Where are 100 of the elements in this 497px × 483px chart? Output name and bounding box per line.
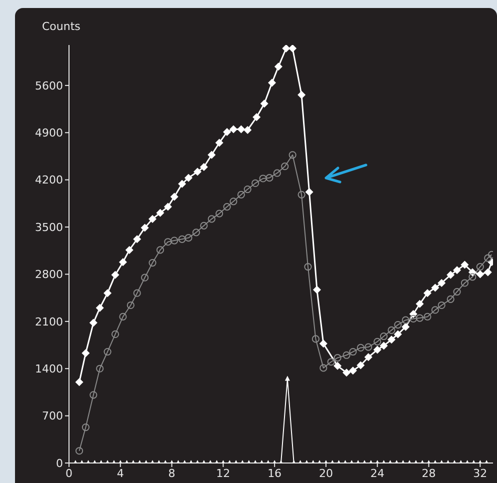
point (89, 318, 98, 327)
point (82, 423, 90, 432)
point (156, 208, 164, 217)
point (111, 270, 120, 279)
point (476, 270, 484, 278)
point (164, 238, 172, 246)
point (90, 391, 98, 399)
point (230, 198, 238, 206)
point (126, 301, 134, 310)
point (156, 246, 164, 254)
point (223, 128, 232, 136)
point (356, 361, 365, 370)
point (259, 174, 267, 182)
point (305, 188, 314, 196)
point (468, 273, 476, 281)
point (410, 314, 418, 323)
point (387, 336, 396, 344)
point (216, 210, 224, 218)
y-tick-label: 700 (42, 410, 63, 423)
point (125, 246, 134, 254)
point (118, 258, 127, 266)
point (268, 78, 276, 87)
point (394, 330, 402, 338)
point (298, 190, 306, 198)
y-tick-label: 1400 (35, 362, 63, 376)
y-tick-label: 4900 (35, 126, 63, 140)
point (349, 348, 357, 356)
point (380, 332, 388, 340)
point (282, 45, 290, 52)
point (148, 214, 157, 223)
point (184, 234, 192, 242)
point (119, 312, 127, 320)
point (141, 274, 149, 282)
point (237, 125, 246, 134)
point (460, 279, 469, 287)
point (431, 306, 439, 314)
x-tick-label: 12 (216, 466, 230, 480)
point (215, 138, 224, 147)
point (133, 235, 142, 244)
point (252, 179, 260, 188)
point (260, 100, 268, 108)
point (402, 322, 410, 331)
point (373, 346, 382, 354)
point (178, 235, 186, 243)
point (304, 263, 312, 271)
point (200, 163, 208, 172)
point (348, 366, 357, 375)
point (148, 258, 156, 267)
point (431, 284, 440, 292)
x-tick-label: 24 (370, 466, 384, 480)
point (320, 364, 328, 372)
y-tick-label: 2100 (35, 315, 63, 328)
point (416, 300, 424, 308)
point (96, 364, 104, 372)
point (327, 358, 335, 366)
point (111, 330, 120, 338)
point (423, 289, 432, 298)
point (170, 236, 178, 244)
x-tick-label: 0 (66, 466, 72, 480)
point (424, 312, 432, 320)
point (133, 289, 141, 297)
point (438, 278, 446, 287)
point (75, 378, 84, 386)
point (193, 168, 202, 176)
point (394, 320, 402, 329)
point (460, 260, 469, 269)
y-tick-label: 5600 (35, 79, 63, 92)
point (184, 174, 192, 182)
point (192, 228, 200, 236)
point (364, 343, 372, 351)
point (208, 215, 216, 223)
point (453, 266, 462, 274)
point (237, 190, 245, 198)
point (364, 353, 372, 362)
point (298, 90, 306, 99)
x-tick-label: 8 (168, 466, 176, 480)
point (164, 202, 172, 211)
point (312, 286, 321, 294)
point (334, 354, 342, 362)
point (356, 344, 364, 352)
point (82, 349, 90, 358)
point (229, 125, 238, 134)
point (104, 289, 112, 298)
y-tick-label: 0 (56, 456, 63, 470)
point (281, 162, 289, 170)
point (334, 362, 342, 370)
y-tick-label: 4200 (35, 174, 63, 187)
point (274, 62, 282, 71)
point (273, 169, 281, 177)
x-tick-label: 28 (422, 466, 436, 480)
point (223, 203, 231, 211)
point (208, 150, 216, 159)
point (416, 314, 424, 322)
point (476, 263, 484, 271)
point (374, 338, 382, 346)
x-tick-label: 16 (268, 466, 282, 480)
point (446, 295, 454, 303)
point (288, 45, 297, 52)
point (312, 335, 320, 343)
point (288, 151, 296, 159)
